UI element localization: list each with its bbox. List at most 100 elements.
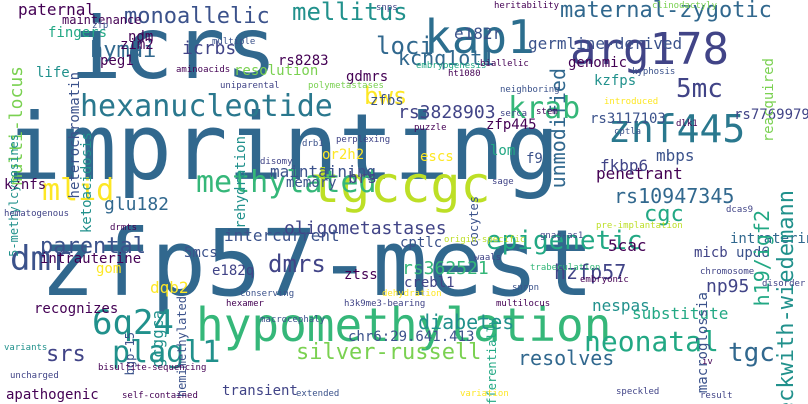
word-small: disorder (762, 279, 806, 289)
word-small: chromosome (700, 267, 755, 277)
word-life: life (36, 65, 70, 81)
word-peg1: peg1 (100, 53, 134, 69)
word-5mc: 5mc (676, 74, 723, 104)
word-small: clinodactyly (652, 1, 718, 11)
word-intratering: intratering (730, 231, 808, 247)
word-small: disomy (260, 157, 293, 167)
word-maintaining: maintaining (270, 162, 376, 181)
word-rs8283: rs8283 (278, 53, 329, 69)
word-ndm: ndm (128, 29, 154, 45)
word-small: aminoacids (176, 65, 231, 75)
word-small: introduced (604, 97, 659, 107)
word-krab: krab (508, 91, 581, 126)
word-loci: loci (376, 32, 434, 60)
word-small: h3k9me3-bearing (344, 299, 426, 309)
word-zfbs: zfbs (370, 93, 404, 109)
word-crebl1: crebl1 (404, 275, 455, 291)
word-genomic: genomic (568, 55, 628, 71)
word-zfp445: zfp445 (486, 117, 537, 133)
word-small: uncharged (10, 371, 59, 381)
word-penetrant: penetrant (596, 164, 683, 183)
word-resolution: resolution (234, 63, 319, 79)
word-dqb2: dqb2 (150, 278, 189, 297)
word-f9: f9 (526, 151, 543, 167)
word-glu182: glu182 (104, 194, 170, 215)
word-upd6: upd6 (736, 245, 770, 261)
word-kznfs: kznfs (4, 177, 47, 193)
word-chr6: chr6:29.641.413 (348, 329, 475, 345)
word-small: drb1 (302, 139, 324, 149)
word-escs: escs (420, 149, 454, 165)
word-maternal-zygotic: maternal-zygotic (560, 0, 772, 23)
word-small: polymetastases (308, 81, 384, 91)
word-small: iv (702, 357, 713, 367)
word-small: snrpn (512, 283, 540, 293)
word-micb: micb (694, 245, 728, 261)
word-intercurrent: intercurrent (224, 226, 340, 245)
word-recognizes: recognizes (34, 301, 119, 317)
word-plagl1: plagl1 (112, 335, 221, 370)
word-kcnq1ot1: kcnq1ot1 (398, 46, 495, 70)
word-small: gnas-as1 (540, 231, 584, 241)
word-small: trabeculation (530, 263, 601, 273)
word-small: kyphosis (632, 67, 676, 77)
word-neonatal: neonatal (584, 325, 719, 358)
word-dmr: dmr (10, 239, 72, 279)
word-fkbp6: fkbp6 (600, 156, 649, 175)
word-6q24: 6q24 (92, 303, 174, 343)
word-epigenetic: epigenetic (486, 226, 643, 256)
word-small: dehydration (382, 289, 442, 299)
word-bws: bws (364, 82, 408, 110)
word-rs7769979: rs7769979 (734, 107, 808, 123)
word-small: bisulfite-sequencing (98, 363, 207, 373)
word-lom: lom (490, 143, 516, 159)
word-hymai: hymai (90, 38, 157, 63)
word-small: serca (500, 109, 528, 119)
word-small: macrocephaly (260, 315, 326, 325)
word-small: zfp (92, 21, 109, 31)
word-apathogenic: apathogenic (6, 387, 99, 403)
word-srs: srs (46, 342, 86, 367)
word-small: snps (376, 3, 398, 13)
word-kap1: kap1 (424, 10, 535, 64)
word-gdmrs: gdmrs (346, 69, 389, 85)
word-hypomethylation: hypomethylation (196, 298, 612, 352)
word-maintenance: maintenance (62, 13, 142, 27)
word-oligometastases: oligometastases (284, 218, 447, 239)
word-small: conserving (240, 289, 295, 299)
word-kzfps: kzfps (594, 73, 637, 89)
word-tgc: tgc (728, 338, 775, 368)
word-small: origin-specific (444, 235, 526, 245)
word-small: biallelic (480, 59, 529, 69)
word-cgc: cgc (644, 202, 684, 227)
word-small: hexamer (226, 299, 264, 309)
word-tgccgc: tgccgc (310, 156, 491, 214)
word-gom: gom (96, 261, 122, 277)
word-reacquired: reacquired (761, 58, 777, 143)
word-mlid: mlid (42, 173, 115, 208)
word-zim2: zim2 (120, 37, 154, 53)
word-rehydration: rehydration (233, 136, 249, 229)
word-gcggca: gcggca (148, 310, 167, 368)
word-hemimethylated: hemimethylated (175, 296, 189, 398)
word-small: multiple (212, 37, 256, 47)
word-small: embryogenesis (416, 61, 487, 71)
word-h19-igf2: h19/igf2 (750, 210, 774, 307)
word-small: heritability (494, 1, 560, 11)
word-intrauterine: intrauterine (40, 251, 142, 267)
word-small: variation (460, 389, 509, 399)
word-small: cptla (614, 127, 642, 137)
word-substitute: substitute (632, 304, 729, 323)
word-small: variants (4, 343, 48, 353)
word-small: dcas9 (726, 205, 754, 215)
word-heterochromatin: heterochromatin (67, 72, 83, 199)
word-small: pre-implantation (596, 221, 683, 231)
word-small: perplexing (336, 135, 391, 145)
word-imprinting: imprinting (6, 94, 560, 201)
word-e182r: e182r (454, 24, 503, 43)
word-small: embryonic (580, 275, 629, 285)
word-small: dlk1 (676, 119, 698, 129)
word-small: stem (536, 107, 558, 117)
word-ztss: ztss (344, 267, 378, 283)
